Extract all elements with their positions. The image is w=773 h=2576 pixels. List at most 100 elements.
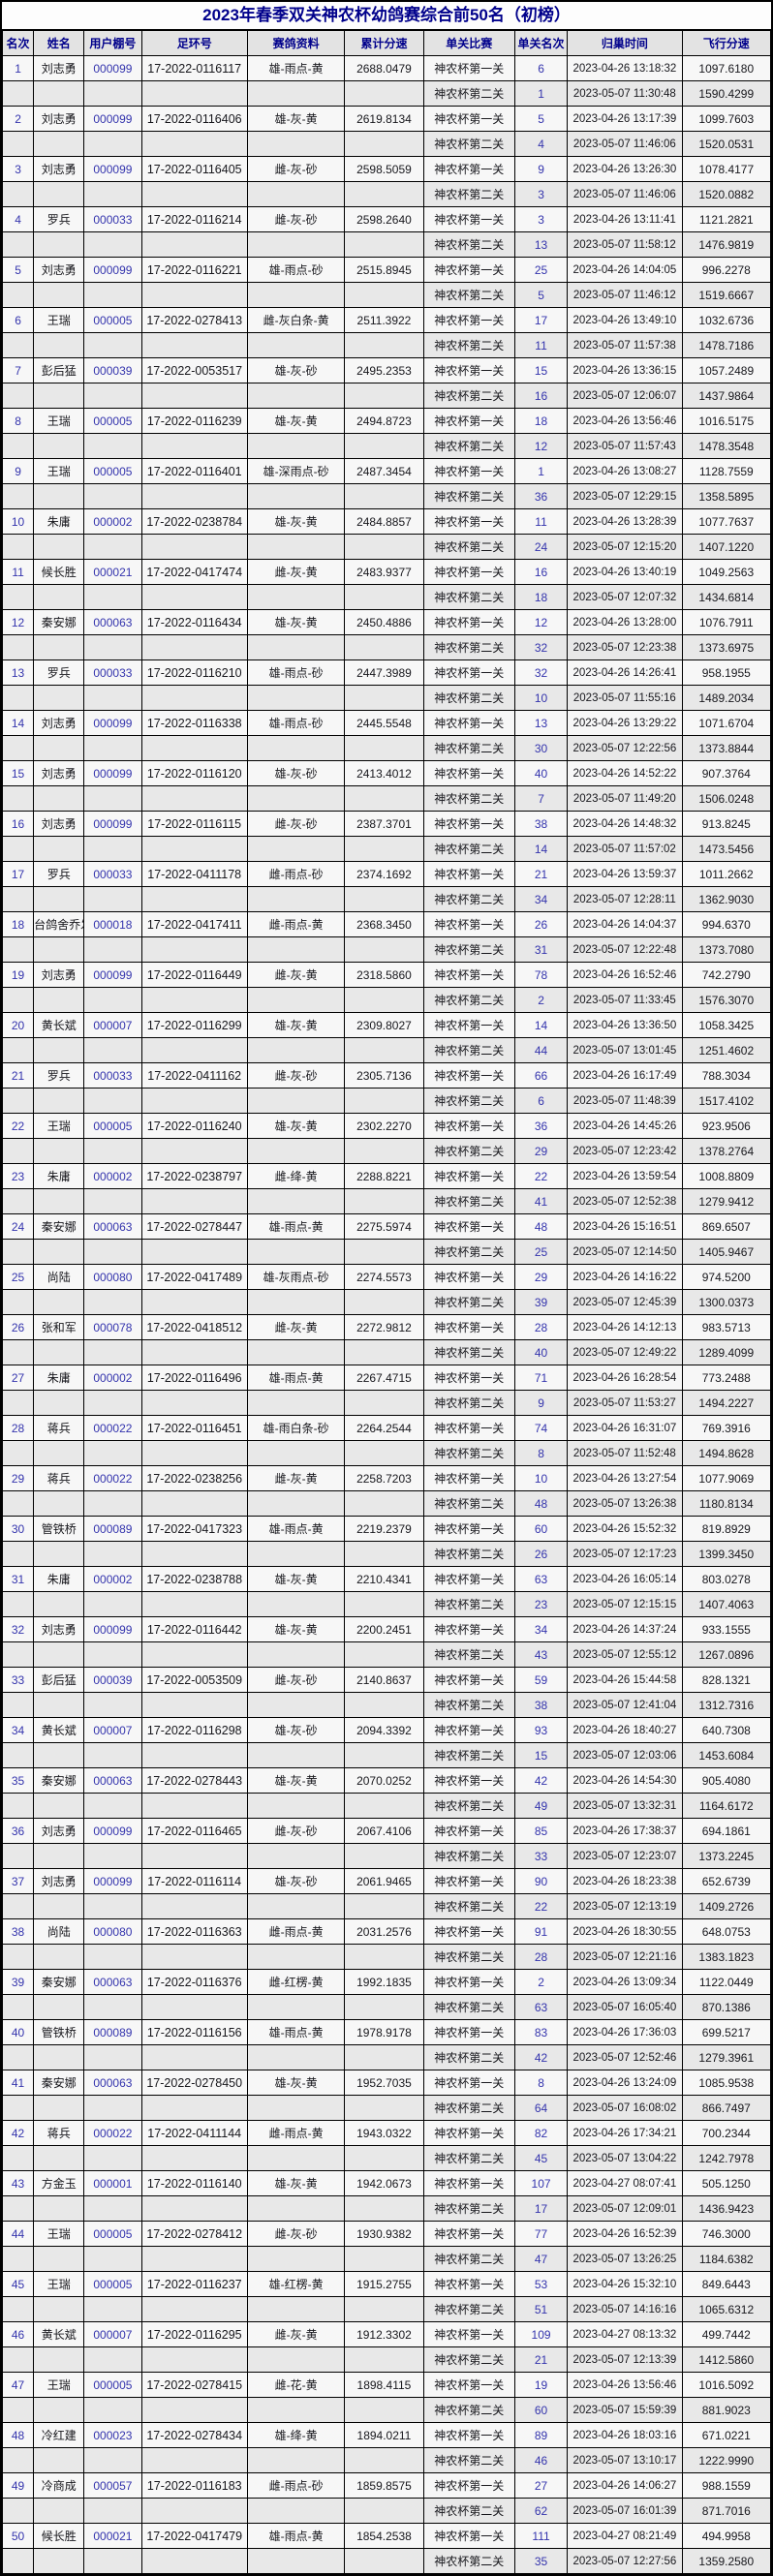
cell-race: 神农杯第一关 xyxy=(422,811,515,837)
cell-pigeon-info xyxy=(246,1339,346,1365)
cell-race: 神农杯第二关 xyxy=(422,1339,515,1365)
cell-total-speed: 1992.1835 xyxy=(344,1969,424,1995)
cell-homing-time: 2023-04-26 16:52:39 xyxy=(567,2221,683,2247)
cell-rank xyxy=(1,1641,35,1668)
cell-rank: 46 xyxy=(1,2321,35,2347)
cell-flight-speed: 788.3034 xyxy=(681,1062,772,1089)
result-row-pass2: 神农杯第二关 48 2023-05-07 13:26:38 1180.8134 xyxy=(1,1490,772,1517)
result-row-pass1: 36 刘志勇 000099 17-2022-0116465 雌-灰-砂 2067.4106… xyxy=(1,1818,772,1844)
cell-race: 神农杯第一关 xyxy=(422,710,515,736)
cell-race: 神农杯第一关 xyxy=(422,962,515,988)
cell-total-speed: 2140.8637 xyxy=(344,1667,424,1693)
cell-name: 刘志勇 xyxy=(33,257,85,283)
cell-name: 秦安娜 xyxy=(33,1969,85,1995)
cell-name: 蒋兵 xyxy=(33,1415,85,1441)
cell-pigeon-info xyxy=(246,433,346,459)
result-row-pass1: 41 秦安娜 000063 17-2022-0278450 雄-灰-黄 1952.7035… xyxy=(1,2070,772,2096)
cell-loft-no xyxy=(83,1692,142,1718)
column-header-rank: 名次 xyxy=(1,30,35,56)
cell-ring-no xyxy=(140,1390,248,1416)
cell-name xyxy=(33,836,85,862)
cell-pigeon-info: 雄-灰-黄 xyxy=(246,1113,346,1139)
cell-homing-time: 2023-05-07 13:26:25 xyxy=(567,2246,683,2272)
cell-pass-rank: 2 xyxy=(513,1969,569,1995)
cell-pigeon-info: 雄-灰-黄 xyxy=(246,1012,346,1038)
cell-name xyxy=(33,2296,85,2322)
cell-loft-no: 000022 xyxy=(83,2120,142,2146)
cell-loft-no xyxy=(83,936,142,963)
cell-pigeon-info xyxy=(246,2095,346,2121)
cell-pigeon-info: 雄-灰-黄 xyxy=(246,609,346,635)
cell-homing-time: 2023-04-26 14:37:24 xyxy=(567,1616,683,1642)
cell-homing-time: 2023-05-07 12:09:01 xyxy=(567,2195,683,2222)
cell-race: 神农杯第一关 xyxy=(422,1213,515,1240)
cell-race: 神农杯第一关 xyxy=(422,1516,515,1542)
cell-name: 管铁桥 xyxy=(33,2019,85,2045)
cell-name xyxy=(33,1339,85,1365)
cell-homing-time: 2023-05-07 12:13:19 xyxy=(567,1893,683,1919)
cell-homing-time: 2023-05-07 12:23:07 xyxy=(567,1843,683,1869)
cell-flight-speed: 1016.5092 xyxy=(681,2372,772,2398)
cell-pass-rank: 36 xyxy=(513,483,569,509)
cell-name: 王瑞 xyxy=(33,307,85,333)
cell-pass-rank: 2 xyxy=(513,987,569,1013)
cell-rank: 13 xyxy=(1,659,35,686)
cell-name: 王瑞 xyxy=(33,1113,85,1139)
cell-flight-speed: 1520.0531 xyxy=(681,131,772,157)
cell-pass-rank: 32 xyxy=(513,634,569,660)
cell-name xyxy=(33,1440,85,1466)
cell-race: 神农杯第二关 xyxy=(422,1742,515,1768)
cell-race: 神农杯第一关 xyxy=(422,206,515,232)
result-row-pass2: 神农杯第二关 10 2023-05-07 11:55:16 1489.2034 xyxy=(1,685,772,711)
cell-pass-rank: 11 xyxy=(513,508,569,535)
cell-flight-speed: 1373.7080 xyxy=(681,936,772,963)
cell-flight-speed: 871.7016 xyxy=(681,2498,772,2524)
cell-name xyxy=(33,936,85,963)
cell-rank: 36 xyxy=(1,1818,35,1844)
cell-loft-no xyxy=(83,886,142,912)
cell-loft-no: 000002 xyxy=(83,1566,142,1592)
cell-ring-no xyxy=(140,2095,248,2121)
cell-rank: 24 xyxy=(1,1213,35,1240)
result-row-pass1: 38 尚陆 000080 17-2022-0116363 雌-雨点-黄 2031.2576… xyxy=(1,1918,772,1945)
cell-race: 神农杯第一关 xyxy=(422,2372,515,2398)
cell-flight-speed: 994.6370 xyxy=(681,911,772,937)
cell-ring-no xyxy=(140,1490,248,1517)
cell-pigeon-info xyxy=(246,2548,346,2574)
cell-loft-no xyxy=(83,2145,142,2171)
cell-pigeon-info xyxy=(246,2346,346,2373)
cell-rank: 6 xyxy=(1,307,35,333)
cell-loft-no: 000007 xyxy=(83,1717,142,1743)
cell-pass-rank: 89 xyxy=(513,2422,569,2448)
cell-name: 张和军 xyxy=(33,1314,85,1340)
cell-rank xyxy=(1,2044,35,2070)
cell-loft-no xyxy=(83,483,142,509)
result-row-pass1: 45 王瑞 000005 17-2022-0116237 雄-红楞-黄 1915.2755… xyxy=(1,2271,772,2297)
cell-ring-no: 17-2022-0116295 xyxy=(140,2321,248,2347)
cell-pass-rank: 29 xyxy=(513,1138,569,1164)
cell-pigeon-info xyxy=(246,332,346,358)
cell-homing-time: 2023-05-07 13:04:22 xyxy=(567,2145,683,2171)
cell-name: 秦安娜 xyxy=(33,2070,85,2096)
cell-race: 神农杯第二关 xyxy=(422,433,515,459)
cell-ring-no xyxy=(140,2498,248,2524)
cell-flight-speed: 849.6443 xyxy=(681,2271,772,2297)
cell-name xyxy=(33,1188,85,1214)
cell-ring-no: 17-2022-0417411 xyxy=(140,911,248,937)
cell-pigeon-info: 雄-雨点-砂 xyxy=(246,710,346,736)
cell-rank xyxy=(1,1742,35,1768)
cell-ring-no: 17-2022-0278450 xyxy=(140,2070,248,2096)
cell-ring-no xyxy=(140,1088,248,1114)
cell-pass-rank: 53 xyxy=(513,2271,569,2297)
cell-pigeon-info xyxy=(246,231,346,258)
cell-ring-no: 17-2022-0116434 xyxy=(140,609,248,635)
cell-total-speed xyxy=(344,936,424,963)
cell-rank xyxy=(1,936,35,963)
cell-pigeon-info xyxy=(246,584,346,610)
cell-flight-speed: 1478.7186 xyxy=(681,332,772,358)
cell-loft-no: 000099 xyxy=(83,962,142,988)
cell-total-speed xyxy=(344,1843,424,1869)
cell-pigeon-info xyxy=(246,534,346,560)
cell-pass-rank: 83 xyxy=(513,2019,569,2045)
cell-race: 神农杯第一关 xyxy=(422,458,515,484)
